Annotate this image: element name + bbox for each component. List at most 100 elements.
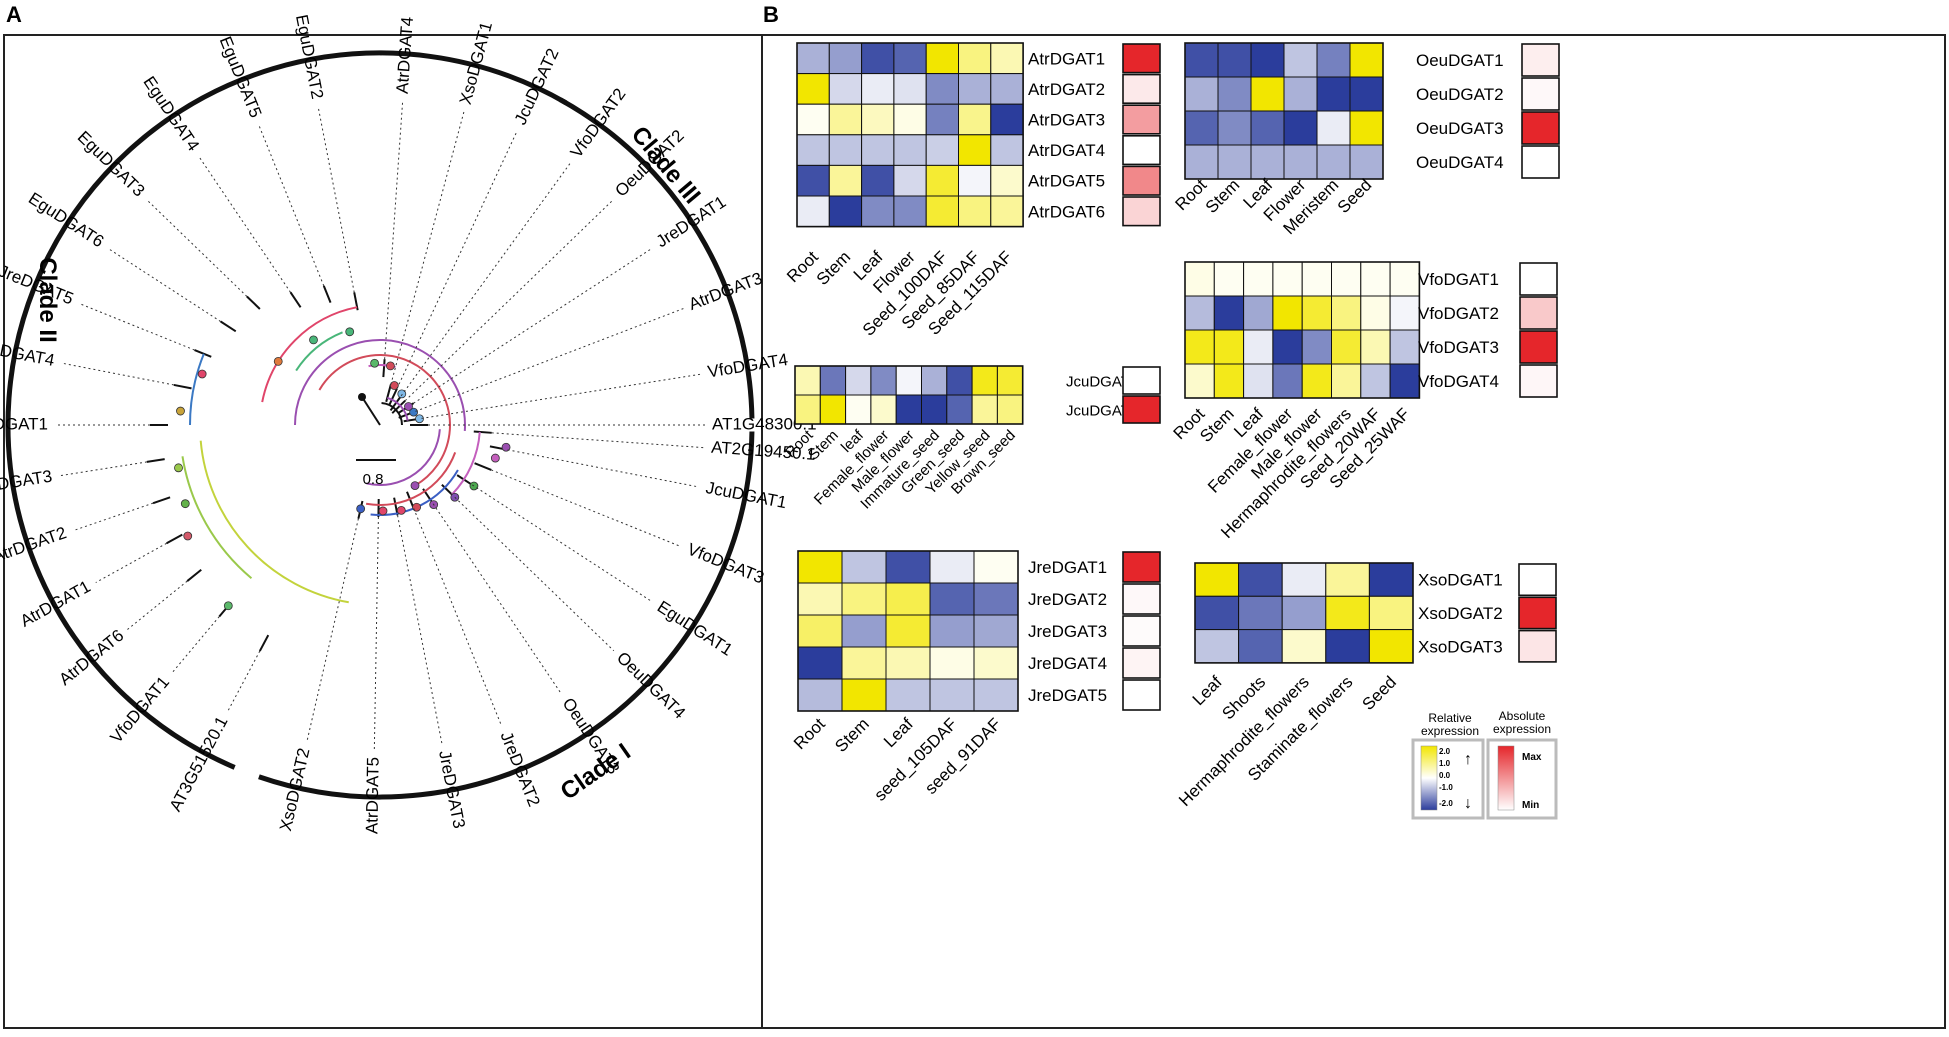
heatmap-cell xyxy=(972,395,997,424)
heatmap-cell xyxy=(1361,262,1390,296)
heatmap-cell xyxy=(886,583,930,615)
heatmap-cell xyxy=(896,366,921,395)
tip-branch xyxy=(221,322,236,332)
tree-branch-arc xyxy=(295,340,465,431)
tissue-label: Root xyxy=(1171,175,1210,214)
phylogenetic-tree: AT1G48300.1VfoDGAT4AtrDGAT3JreDGAT1OeuDG… xyxy=(0,13,817,834)
gene-label: AtrDGAT4 xyxy=(1028,141,1105,160)
leaf-label: OeuDGAT1 xyxy=(0,414,48,433)
leader-line xyxy=(491,470,681,547)
tissue-label: Stem xyxy=(1202,175,1243,216)
leader-line xyxy=(415,309,683,412)
heatmap-cell xyxy=(886,647,930,679)
tip-branch xyxy=(247,296,260,309)
gene-label: VfoDGAT1 xyxy=(1418,270,1499,289)
absolute-expression-cell xyxy=(1522,146,1559,178)
scale-bar-label: 0.8 xyxy=(363,471,384,488)
heatmap-cell xyxy=(1332,296,1361,330)
heatmap-jcu: JcuDGAT1JcuDGAT2RootStemleafFemale_flowe… xyxy=(782,366,1160,513)
heatmap-cell xyxy=(886,615,930,647)
heatmap-cell xyxy=(886,551,930,583)
heatmap-cell xyxy=(1251,111,1284,145)
panel-a-label: A xyxy=(6,2,22,27)
heatmap-cell xyxy=(926,104,958,135)
heatmap-cell xyxy=(862,74,894,105)
heatmap-cell xyxy=(1251,43,1284,77)
root-branch xyxy=(362,397,380,425)
absolute-expression-cell xyxy=(1123,166,1160,195)
tree-node xyxy=(397,506,405,514)
leader-line xyxy=(374,517,378,750)
leaf-label: OeuDGAT4 xyxy=(613,648,689,722)
absolute-expression-cell xyxy=(1520,365,1557,397)
heatmap-cell xyxy=(997,395,1022,424)
heatmap-cell xyxy=(1302,262,1331,296)
heatmap-cell xyxy=(1185,145,1218,179)
leaf-label: VfoDGAT1 xyxy=(107,673,174,747)
leader-line xyxy=(405,199,614,400)
gene-label: AtrDGAT3 xyxy=(1028,111,1105,130)
gene-label: XsoDGAT2 xyxy=(1418,604,1503,623)
heatmap-cell xyxy=(926,165,958,196)
heatmap-cell xyxy=(798,679,842,711)
tree-node xyxy=(405,402,413,410)
heatmap-cell xyxy=(974,551,1018,583)
tree-node xyxy=(413,503,421,511)
absolute-expression-cell xyxy=(1123,197,1160,226)
leaf-label: EguDGAT1 xyxy=(654,597,736,660)
heatmap-cell xyxy=(1317,77,1350,111)
tree-node xyxy=(176,407,184,415)
absolute-expression-cell xyxy=(1522,78,1559,110)
clade-label: Clade II xyxy=(34,257,61,342)
tip-branch xyxy=(187,570,201,581)
tip-branch xyxy=(174,385,192,388)
heatmap-cell xyxy=(797,165,829,196)
heatmap-cell xyxy=(797,135,829,166)
leader-line xyxy=(492,433,704,448)
gene-label: JreDGAT5 xyxy=(1028,686,1107,705)
absolute-expression-cell xyxy=(1123,75,1160,104)
heatmap-cell xyxy=(862,135,894,166)
legend-relative: Relative expression 2.01.00.0-1.0-2.0 ↑ … xyxy=(1413,711,1483,818)
heatmap-cell xyxy=(1332,330,1361,364)
heatmap-cell xyxy=(1282,596,1326,629)
heatmap-cell xyxy=(1284,145,1317,179)
absolute-expression-cell xyxy=(1123,105,1160,134)
heatmap-cell xyxy=(930,551,974,583)
heatmap-cell xyxy=(959,165,991,196)
heatmap-cell xyxy=(1214,330,1243,364)
leader-line xyxy=(385,101,403,359)
tissue-label: Seed xyxy=(1334,175,1376,217)
heatmap-cell xyxy=(795,366,820,395)
gene-label: AtrDGAT1 xyxy=(1028,49,1105,68)
leader-line xyxy=(96,543,167,582)
gene-label: OeuDGAT1 xyxy=(1416,51,1504,70)
leaf-label: VfoDGAT2 xyxy=(567,85,630,162)
gene-label: AtrDGAT2 xyxy=(1028,80,1105,99)
leader-line xyxy=(508,450,699,487)
leaf-label: AtrDGAT1 xyxy=(17,577,94,631)
leaf-label: VfoDGAT3 xyxy=(685,540,767,588)
heatmap-cell xyxy=(1390,364,1419,398)
gene-label: OeuDGAT3 xyxy=(1416,119,1504,138)
absolute-expression-cell xyxy=(1123,680,1160,710)
heatmap-cell xyxy=(1284,111,1317,145)
leaf-label: AtrDGAT4 xyxy=(393,16,417,94)
legend-relative-tick: 1.0 xyxy=(1439,759,1451,768)
tip-branch xyxy=(291,292,301,307)
heatmap-cell xyxy=(974,679,1018,711)
heatmap-cell xyxy=(871,395,896,424)
heatmap-cell xyxy=(959,43,991,74)
tip-branch xyxy=(474,432,492,433)
leader-line xyxy=(59,462,147,476)
leaf-label: EguDGAT5 xyxy=(216,34,266,121)
heatmap-cell xyxy=(1239,630,1283,663)
legend-relative-tick: 0.0 xyxy=(1439,771,1451,780)
tree-node xyxy=(184,532,192,540)
heatmap-cell xyxy=(1214,296,1243,330)
tip-branch xyxy=(260,635,268,651)
heatmap-cell xyxy=(947,366,972,395)
heatmap-cell xyxy=(1317,111,1350,145)
heatmap-cell xyxy=(1350,145,1383,179)
heatmap-cell xyxy=(1214,364,1243,398)
